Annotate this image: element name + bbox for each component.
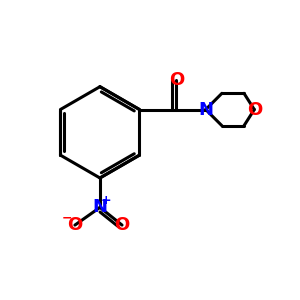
Text: N: N [92,198,107,216]
Text: N: N [198,100,213,118]
Text: −: − [61,211,72,224]
Text: O: O [67,216,83,234]
Text: +: + [101,194,112,207]
Text: O: O [247,100,262,118]
Text: O: O [114,216,130,234]
Text: O: O [169,71,184,89]
